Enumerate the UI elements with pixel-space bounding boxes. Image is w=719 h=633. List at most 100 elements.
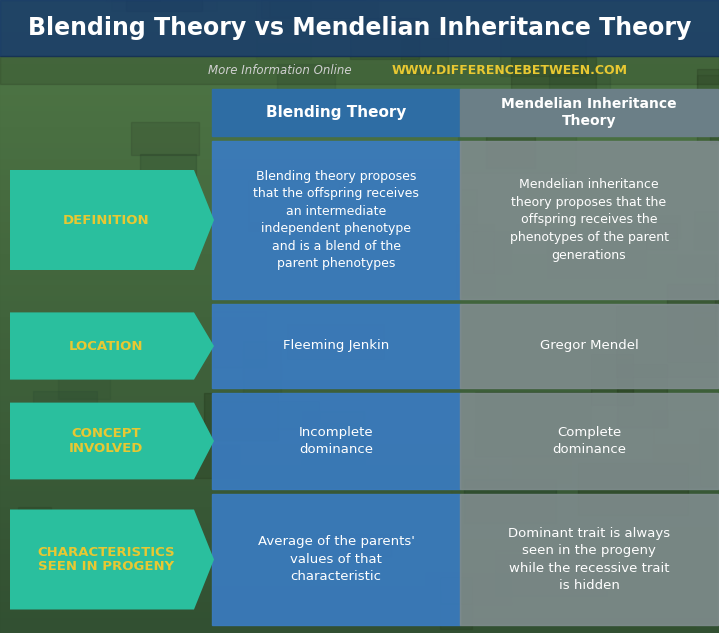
Bar <box>0 393 719 394</box>
Bar <box>0 35 719 36</box>
Bar <box>0 376 719 377</box>
Bar <box>0 469 719 470</box>
Bar <box>140 154 196 176</box>
Bar <box>0 274 719 275</box>
Bar <box>0 38 719 39</box>
Bar <box>0 137 719 138</box>
Bar <box>0 319 719 320</box>
Bar <box>0 210 719 211</box>
Bar <box>578 463 688 515</box>
Bar <box>0 240 719 241</box>
Bar <box>243 341 281 395</box>
Bar <box>0 64 719 65</box>
Bar <box>0 45 719 46</box>
Bar <box>0 386 719 387</box>
Bar <box>0 373 719 374</box>
Bar <box>0 61 719 62</box>
Bar <box>0 352 719 353</box>
Bar <box>426 573 510 604</box>
Bar <box>0 359 719 360</box>
Bar <box>0 53 719 54</box>
Bar <box>0 59 719 60</box>
Bar <box>669 528 718 589</box>
Bar <box>0 531 719 532</box>
Bar <box>0 164 719 165</box>
Bar <box>0 170 719 171</box>
Bar <box>0 0 719 1</box>
Bar <box>0 394 719 395</box>
Bar <box>0 246 719 247</box>
Bar <box>0 258 719 259</box>
Bar <box>0 467 719 468</box>
Bar <box>0 77 719 78</box>
Bar <box>0 591 719 592</box>
Bar <box>0 446 719 447</box>
Bar <box>0 356 719 357</box>
Bar <box>0 404 719 405</box>
Bar <box>0 320 719 321</box>
Bar <box>0 125 719 126</box>
Bar <box>0 569 719 570</box>
Bar <box>193 446 239 479</box>
Bar <box>0 414 719 415</box>
Bar <box>0 614 719 615</box>
Bar <box>0 127 719 128</box>
Bar <box>0 15 719 16</box>
Bar <box>0 174 719 175</box>
Bar <box>0 366 719 367</box>
Bar <box>0 544 719 545</box>
Bar <box>0 163 719 164</box>
Bar <box>0 389 719 390</box>
Bar <box>0 620 719 621</box>
Bar <box>0 140 719 141</box>
Bar <box>18 506 51 565</box>
Bar <box>0 311 719 312</box>
Bar <box>0 237 719 238</box>
Bar <box>0 154 719 155</box>
Bar <box>0 83 719 84</box>
Bar <box>0 506 719 507</box>
Bar <box>0 101 719 102</box>
Bar <box>0 202 719 203</box>
Bar <box>653 410 719 475</box>
Text: CHARACTERISTICS
SEEN IN PROGENY: CHARACTERISTICS SEEN IN PROGENY <box>37 546 175 573</box>
Bar <box>0 443 719 444</box>
Bar <box>0 57 719 58</box>
Bar <box>0 429 719 430</box>
Bar <box>0 435 719 436</box>
Bar <box>0 607 719 608</box>
Bar <box>0 432 719 433</box>
Bar <box>495 549 608 596</box>
Bar <box>0 455 719 456</box>
Bar <box>0 26 719 27</box>
Bar <box>0 248 719 249</box>
Bar <box>0 261 719 262</box>
Bar <box>0 343 719 344</box>
Bar <box>0 353 719 354</box>
Bar <box>0 231 719 232</box>
Bar <box>710 124 719 144</box>
Bar <box>0 177 719 178</box>
Bar <box>214 311 266 367</box>
Bar <box>0 219 719 220</box>
Text: Incomplete
dominance: Incomplete dominance <box>298 426 373 456</box>
Bar <box>0 316 719 317</box>
Bar <box>0 199 719 200</box>
Bar <box>0 98 719 99</box>
Bar <box>0 593 719 594</box>
Bar <box>0 391 719 392</box>
Bar <box>0 403 719 404</box>
Bar <box>0 168 719 169</box>
Bar <box>0 144 719 145</box>
Bar <box>0 126 719 127</box>
Bar <box>0 474 719 475</box>
Bar <box>0 494 719 495</box>
Bar <box>0 529 719 530</box>
Bar <box>0 330 719 331</box>
Bar <box>0 322 719 323</box>
Bar <box>0 283 719 284</box>
Bar <box>0 235 719 236</box>
Bar <box>0 535 719 536</box>
Bar <box>0 205 719 206</box>
Bar <box>0 623 719 624</box>
